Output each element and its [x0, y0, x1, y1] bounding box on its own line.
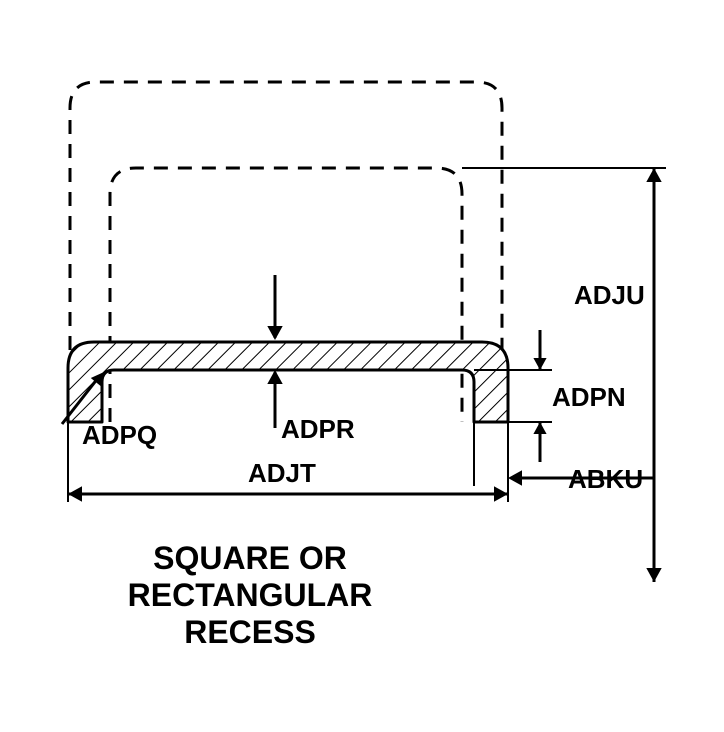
label-adju: ADJU: [574, 280, 645, 311]
title-line-3: RECESS: [184, 614, 316, 650]
diagram-title: SQUARE OR RECTANGULAR RECESS: [100, 540, 400, 650]
diagram-stage: ADJU ADPN ABKU ADJT ADPR ADPQ SQUARE OR …: [0, 0, 724, 732]
title-line-1: SQUARE OR: [153, 540, 347, 576]
label-adjt: ADJT: [248, 458, 316, 489]
label-adpr: ADPR: [281, 414, 355, 445]
title-line-2: RECTANGULAR: [128, 577, 373, 613]
label-abku: ABKU: [568, 464, 643, 495]
label-adpn: ADPN: [552, 382, 626, 413]
label-adpq: ADPQ: [82, 420, 157, 451]
